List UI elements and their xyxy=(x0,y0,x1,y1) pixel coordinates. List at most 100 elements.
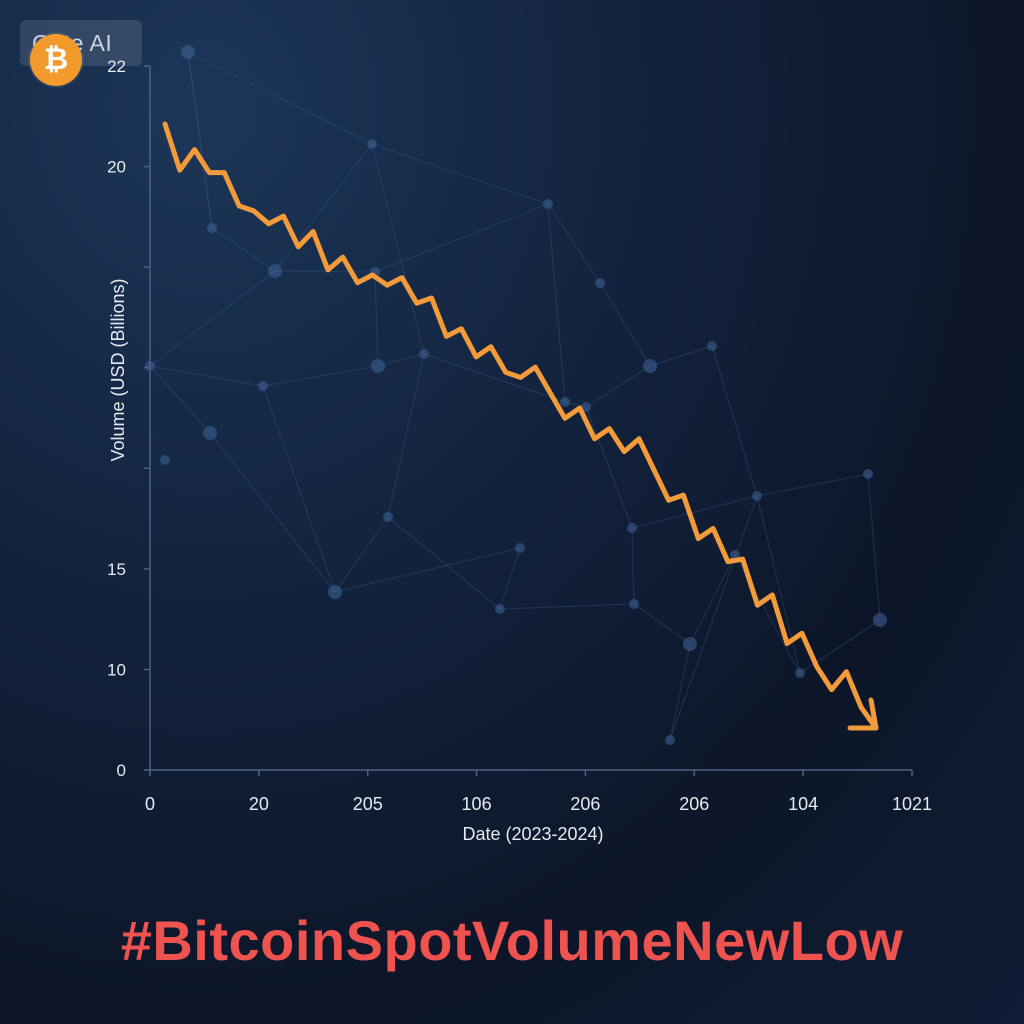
data-point xyxy=(356,281,360,285)
y-tick-label: 22 xyxy=(107,57,126,76)
network-node xyxy=(707,341,717,351)
network-link xyxy=(334,547,521,593)
hashtag-title: #BitcoinSpotVolumeNewLow xyxy=(120,909,904,972)
network-link xyxy=(689,554,736,645)
data-point xyxy=(341,255,345,259)
network-link xyxy=(187,51,213,229)
network-link xyxy=(274,143,373,272)
data-point xyxy=(652,468,656,471)
network-link xyxy=(371,143,549,205)
data-point xyxy=(193,148,197,152)
network-node xyxy=(873,613,887,627)
data-point xyxy=(681,493,685,497)
data-point xyxy=(607,427,611,431)
network-node xyxy=(543,199,553,209)
x-axis-ticks: 0 20 205 106 206 206 104 1021 xyxy=(145,770,932,814)
data-point xyxy=(459,327,463,331)
network-node xyxy=(181,45,195,59)
network-link xyxy=(262,365,379,387)
data-point xyxy=(859,706,863,709)
network-link xyxy=(499,603,635,610)
data-point xyxy=(519,375,522,379)
data-point xyxy=(222,171,226,175)
x-tick-label: 205 xyxy=(353,794,383,814)
data-point xyxy=(237,204,241,208)
network-node xyxy=(752,491,762,501)
network-node xyxy=(367,139,377,149)
x-tick-label: 104 xyxy=(788,794,818,814)
x-tick-label: 0 xyxy=(145,794,155,814)
y-axis-label: Volume (USD (Billions) xyxy=(108,278,128,461)
network-node xyxy=(683,637,697,651)
data-point xyxy=(874,726,878,730)
network-link xyxy=(669,495,758,741)
data-point xyxy=(800,631,804,635)
network-node xyxy=(665,735,675,745)
data-point xyxy=(533,365,537,369)
network-link xyxy=(423,353,566,403)
data-point xyxy=(267,222,271,226)
network-link xyxy=(187,51,213,229)
y-tick-label: 15 xyxy=(107,560,126,579)
network-link xyxy=(149,270,276,367)
network-link xyxy=(756,495,801,674)
network-link xyxy=(867,473,881,621)
x-tick-label: 206 xyxy=(570,794,600,814)
network-link xyxy=(262,385,336,593)
network-link xyxy=(669,643,691,741)
network-link xyxy=(633,603,691,645)
network-link xyxy=(187,51,373,145)
network-node xyxy=(268,264,282,278)
network-link xyxy=(585,406,633,529)
network-link xyxy=(649,345,713,367)
network-node xyxy=(643,359,657,373)
network-link xyxy=(209,432,336,593)
data-point xyxy=(504,370,508,374)
data-point xyxy=(474,355,478,359)
network-link xyxy=(499,547,521,610)
network-link xyxy=(149,365,264,387)
data-point xyxy=(311,230,315,233)
y-tick-label: 20 xyxy=(107,158,126,177)
network-link xyxy=(599,282,651,367)
series-lines xyxy=(162,121,879,731)
data-point xyxy=(563,416,567,420)
data-point xyxy=(489,345,493,349)
network-node xyxy=(203,426,217,440)
network-node xyxy=(328,585,342,599)
data-point xyxy=(741,557,745,561)
network-node xyxy=(383,512,393,522)
y-tick-label: 10 xyxy=(107,660,126,679)
data-point xyxy=(252,209,256,213)
data-point xyxy=(326,268,330,272)
network-link xyxy=(274,270,376,273)
network-link xyxy=(374,271,379,367)
network-node xyxy=(627,523,637,533)
network-link xyxy=(799,619,881,674)
data-point xyxy=(815,665,819,669)
network-link xyxy=(756,473,869,497)
data-point xyxy=(578,406,582,410)
y-axis-ticks: 0 10 15 20 22 xyxy=(107,57,150,780)
data-point xyxy=(711,526,715,530)
x-tick-label: 20 xyxy=(249,794,269,814)
data-point xyxy=(770,593,774,597)
network-link xyxy=(387,353,425,518)
x-tick-label: 206 xyxy=(679,794,709,814)
network-link xyxy=(631,495,758,529)
network-node xyxy=(419,349,429,359)
network-link xyxy=(334,516,389,593)
data-point xyxy=(637,437,641,441)
network-node xyxy=(795,668,805,678)
data-point xyxy=(444,334,448,338)
data-point xyxy=(370,273,374,277)
data-point xyxy=(430,296,434,300)
data-point xyxy=(207,171,211,175)
network-node xyxy=(581,402,591,412)
data-point xyxy=(667,498,671,502)
network-link xyxy=(585,365,651,408)
network-background xyxy=(145,45,887,745)
network-node xyxy=(495,604,505,614)
network-node xyxy=(258,381,268,391)
